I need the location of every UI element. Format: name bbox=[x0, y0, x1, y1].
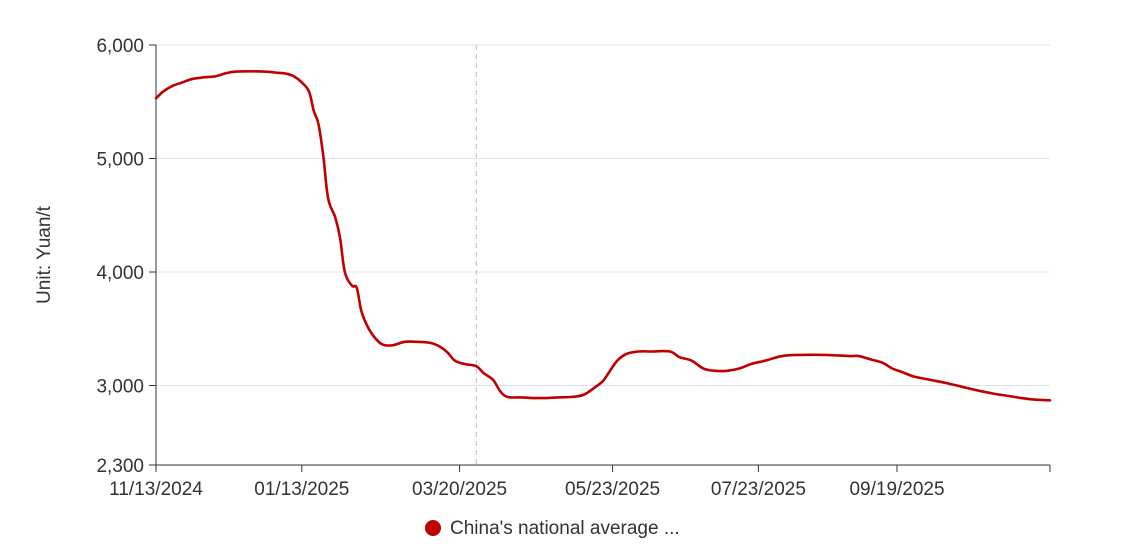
y-tick-label: 6,000 bbox=[96, 36, 144, 57]
x-tick-label: 05/23/2025 bbox=[565, 479, 660, 500]
x-tick-label: 01/13/2025 bbox=[254, 479, 349, 500]
legend[interactable]: China's national average ... bbox=[425, 518, 680, 539]
series-lines[interactable] bbox=[154, 70, 1052, 402]
legend-label: China's national average ... bbox=[450, 518, 680, 539]
grid-lines bbox=[156, 44, 1050, 387]
y-tick-label: 3,000 bbox=[96, 377, 144, 398]
x-tick-label: 09/19/2025 bbox=[849, 479, 944, 500]
x-tick-label: 03/20/2025 bbox=[412, 479, 507, 500]
y-tick-label: 2,300 bbox=[96, 456, 144, 477]
y-axis-title: Unit: Yuan/t bbox=[34, 205, 55, 304]
legend-marker bbox=[425, 520, 441, 536]
x-tick-label: 11/13/2024 bbox=[109, 479, 203, 500]
series-line-0[interactable] bbox=[154, 70, 1052, 402]
axes: 2,300 3,000 4,000 5,000 6,000 11/13/2024 01/13… bbox=[96, 36, 1051, 500]
y-tick-label: 5,000 bbox=[96, 150, 144, 171]
y-tick-label: 4,000 bbox=[96, 263, 144, 284]
x-tick-label: 07/23/2025 bbox=[711, 479, 806, 500]
